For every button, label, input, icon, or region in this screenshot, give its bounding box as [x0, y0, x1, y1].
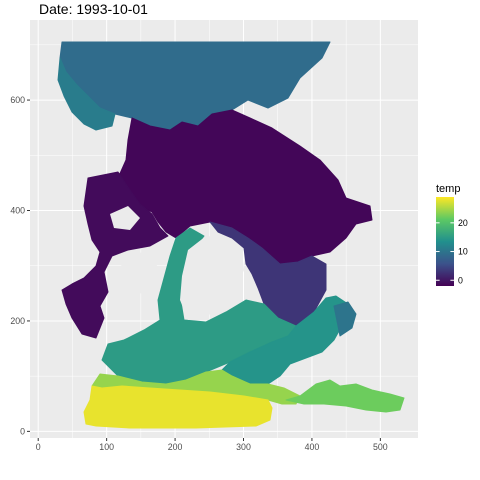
- temperature-region: [333, 301, 357, 337]
- x-tick-label: 400: [305, 442, 320, 452]
- temperature-region: [285, 379, 405, 413]
- legend-colorbar: [436, 197, 454, 286]
- y-tick-label: 400: [10, 206, 25, 216]
- x-axis: 0 100 200 300 400 500: [36, 438, 388, 452]
- x-tick-label: 100: [99, 442, 114, 452]
- land-mass: [180, 236, 244, 320]
- temperature-region: [61, 171, 169, 339]
- temperature-region: [83, 385, 273, 429]
- legend-tick-label: 0: [458, 275, 463, 285]
- legend-tick-label: 20: [458, 218, 468, 228]
- x-tick-label: 200: [168, 442, 183, 452]
- x-tick-label: 500: [373, 442, 388, 452]
- temperature-region: [221, 295, 349, 385]
- temperature-field: [57, 41, 405, 429]
- y-tick-label: 0: [20, 426, 25, 436]
- y-axis: 0 200 400 600: [10, 95, 30, 436]
- land-mass: [110, 206, 140, 230]
- color-legend: temp 0 10 20: [436, 183, 468, 286]
- x-tick-label: 0: [36, 442, 41, 452]
- temperature-region: [117, 109, 373, 265]
- x-tick-label: 300: [236, 442, 251, 452]
- land-mass: [120, 252, 158, 294]
- chart-title: Date: 1993-10-01: [39, 1, 148, 17]
- y-tick-label: 600: [10, 95, 25, 105]
- y-tick-label: 200: [10, 316, 25, 326]
- legend-title: temp: [436, 183, 460, 195]
- temperature-region: [57, 57, 116, 131]
- legend-tick-label: 10: [458, 247, 468, 257]
